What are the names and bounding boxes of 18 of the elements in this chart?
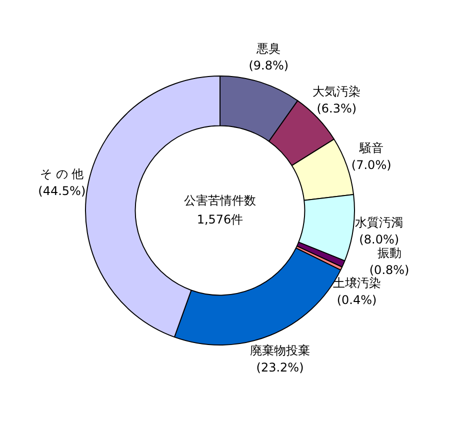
- slice-label: 悪臭: [256, 42, 281, 56]
- slice-label: 大気汚染: [312, 84, 361, 98]
- text: 公害苦情件数: [184, 194, 256, 208]
- data-label: (23.2%): [256, 360, 304, 374]
- data-label: (8.0%): [359, 232, 400, 247]
- data-label: (6.3%): [316, 101, 357, 116]
- slice-label: 廃棄物投棄: [250, 343, 310, 358]
- data-label: (0.4%): [336, 293, 377, 308]
- slice-label: そ の 他: [40, 167, 84, 182]
- data-label: (9.8%): [248, 58, 289, 73]
- slice-label: 騒音: [358, 141, 384, 156]
- slice-label: 水質汚濁: [355, 216, 404, 230]
- text: 1,576件: [196, 212, 244, 227]
- slice-label: 土壌汚染: [332, 276, 381, 290]
- data-label: (7.0%): [351, 158, 392, 172]
- data-label: (0.8%): [369, 263, 410, 278]
- slice-label: 振動: [377, 246, 402, 260]
- data-label: (44.5%): [38, 184, 86, 198]
